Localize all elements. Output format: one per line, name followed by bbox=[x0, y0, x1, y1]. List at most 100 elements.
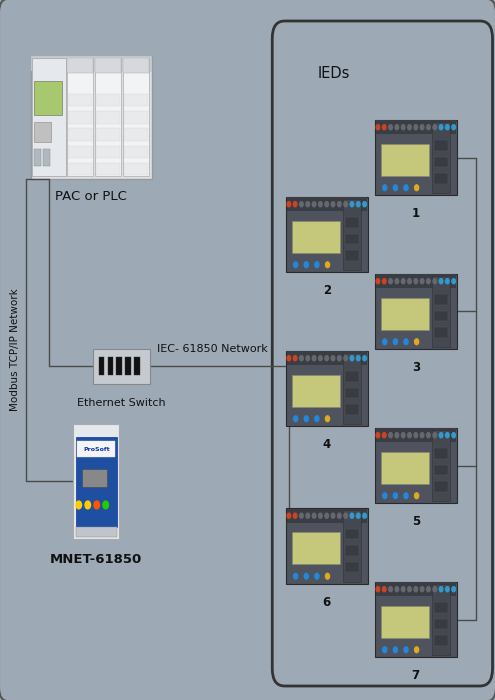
Bar bbox=[345, 371, 359, 382]
Circle shape bbox=[389, 125, 393, 130]
Circle shape bbox=[338, 202, 341, 206]
Bar bbox=[67, 58, 94, 73]
Circle shape bbox=[383, 433, 386, 438]
Bar bbox=[376, 582, 456, 596]
Circle shape bbox=[446, 279, 449, 284]
Circle shape bbox=[331, 356, 335, 360]
Circle shape bbox=[319, 202, 322, 206]
Circle shape bbox=[306, 202, 309, 206]
Bar bbox=[68, 111, 93, 123]
Circle shape bbox=[338, 513, 341, 518]
Circle shape bbox=[404, 185, 408, 190]
Bar bbox=[93, 349, 150, 384]
Circle shape bbox=[433, 279, 437, 284]
Bar bbox=[434, 174, 448, 184]
Circle shape bbox=[383, 587, 386, 592]
Circle shape bbox=[315, 416, 319, 421]
Text: PAC or PLC: PAC or PLC bbox=[55, 190, 127, 204]
Circle shape bbox=[325, 356, 329, 360]
Bar bbox=[286, 351, 367, 426]
Bar bbox=[343, 353, 361, 424]
Circle shape bbox=[395, 279, 398, 284]
Bar bbox=[434, 328, 448, 338]
Circle shape bbox=[315, 573, 319, 579]
Circle shape bbox=[452, 433, 455, 438]
Circle shape bbox=[331, 513, 335, 518]
Bar bbox=[434, 311, 448, 321]
Circle shape bbox=[356, 513, 360, 518]
Circle shape bbox=[312, 513, 316, 518]
Circle shape bbox=[338, 356, 341, 360]
Bar bbox=[124, 94, 148, 106]
Bar bbox=[345, 528, 359, 539]
Text: 2: 2 bbox=[323, 284, 331, 298]
Circle shape bbox=[414, 279, 418, 284]
Circle shape bbox=[312, 356, 316, 360]
Circle shape bbox=[394, 185, 397, 190]
Circle shape bbox=[331, 202, 335, 206]
Circle shape bbox=[287, 513, 291, 518]
Circle shape bbox=[415, 647, 419, 652]
Circle shape bbox=[414, 433, 418, 438]
Bar bbox=[73, 424, 119, 539]
Bar bbox=[376, 274, 456, 288]
Circle shape bbox=[404, 647, 408, 652]
Circle shape bbox=[420, 125, 424, 130]
Text: 1: 1 bbox=[412, 207, 420, 220]
Text: MNET-61850: MNET-61850 bbox=[50, 553, 142, 566]
Bar bbox=[345, 217, 359, 228]
Bar bbox=[96, 128, 120, 141]
Bar bbox=[95, 58, 121, 176]
Bar bbox=[434, 482, 448, 492]
Circle shape bbox=[287, 202, 291, 206]
Circle shape bbox=[294, 202, 297, 206]
Circle shape bbox=[401, 279, 405, 284]
Circle shape bbox=[315, 262, 319, 267]
Circle shape bbox=[294, 262, 297, 267]
Bar bbox=[32, 58, 66, 176]
Bar bbox=[77, 441, 115, 457]
Circle shape bbox=[344, 356, 347, 360]
Circle shape bbox=[325, 513, 329, 518]
Circle shape bbox=[299, 356, 303, 360]
Bar bbox=[124, 163, 148, 175]
Circle shape bbox=[446, 125, 449, 130]
Circle shape bbox=[383, 339, 387, 344]
Bar bbox=[343, 510, 361, 582]
Circle shape bbox=[394, 493, 397, 498]
Bar bbox=[286, 197, 367, 272]
Circle shape bbox=[319, 513, 322, 518]
Circle shape bbox=[420, 279, 424, 284]
Circle shape bbox=[415, 339, 419, 344]
Circle shape bbox=[452, 125, 455, 130]
FancyBboxPatch shape bbox=[272, 21, 493, 686]
Bar bbox=[68, 163, 93, 175]
Circle shape bbox=[452, 587, 455, 592]
Bar bbox=[382, 298, 429, 330]
Circle shape bbox=[350, 356, 354, 360]
Circle shape bbox=[408, 587, 411, 592]
Circle shape bbox=[383, 493, 387, 498]
Circle shape bbox=[408, 279, 411, 284]
Bar bbox=[375, 428, 456, 503]
Text: 6: 6 bbox=[323, 596, 331, 609]
Circle shape bbox=[420, 433, 424, 438]
Circle shape bbox=[299, 513, 303, 518]
Circle shape bbox=[325, 202, 329, 206]
Circle shape bbox=[304, 573, 308, 579]
Bar bbox=[432, 122, 450, 193]
Circle shape bbox=[427, 587, 430, 592]
Circle shape bbox=[439, 433, 443, 438]
Circle shape bbox=[389, 587, 393, 592]
Bar bbox=[96, 146, 120, 158]
Circle shape bbox=[306, 513, 309, 518]
Bar bbox=[434, 140, 448, 150]
Circle shape bbox=[304, 262, 308, 267]
Bar bbox=[99, 357, 104, 375]
Bar bbox=[68, 146, 93, 158]
Bar bbox=[68, 128, 93, 141]
Circle shape bbox=[287, 356, 291, 360]
Circle shape bbox=[427, 125, 430, 130]
Bar bbox=[134, 357, 140, 375]
Circle shape bbox=[356, 202, 360, 206]
